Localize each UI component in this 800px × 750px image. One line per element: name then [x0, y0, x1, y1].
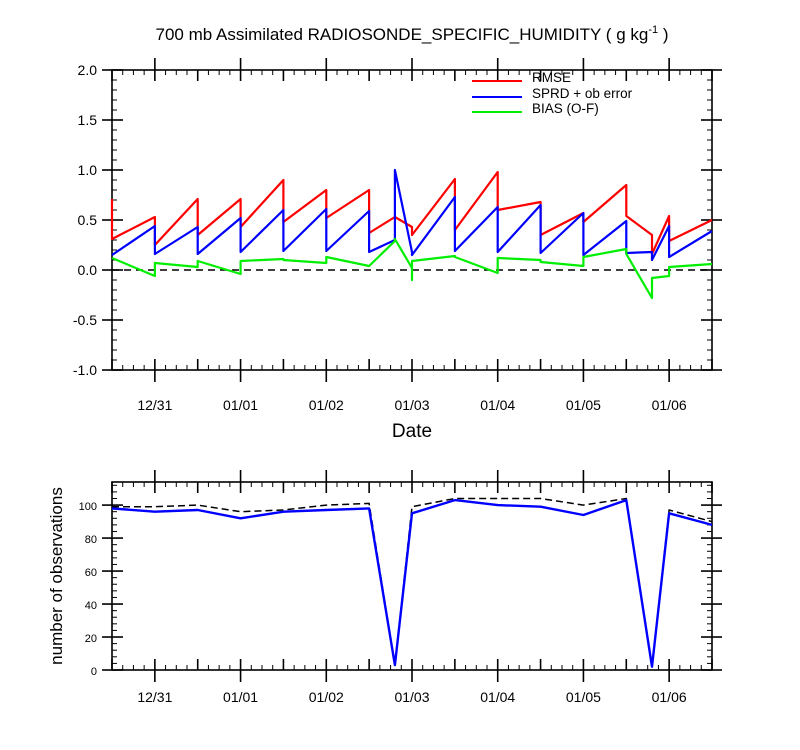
bottom-panel: 0 20 40 60 80 100 12/31 01/01 01/02 01/03 01/04 01/…	[47, 470, 722, 705]
x-tick-label: 01/04	[480, 397, 515, 413]
obs-line-assimilated	[111, 498, 713, 668]
y-tick-label: 60	[85, 567, 97, 579]
series-line-2	[111, 237, 713, 300]
x-tick-label: 01/02	[309, 397, 344, 413]
chart-title-main: 700 mb Assimilated RADIOSONDE_SPECIFIC_H…	[156, 25, 649, 44]
x-tick-label: 01/04	[480, 689, 515, 705]
x-tick-label: 01/03	[394, 397, 429, 413]
y-tick-label: 0.5	[78, 212, 98, 228]
plot-frame	[111, 69, 713, 371]
y-tick-label: 1.0	[78, 162, 98, 178]
y-tick-label: 0.0	[78, 262, 98, 278]
y-tick-label: -0.5	[73, 312, 97, 328]
y-axis-label: number of observations	[47, 487, 66, 665]
y-tick-label: 40	[85, 600, 97, 612]
y-tick-label: 80	[85, 534, 97, 546]
chart-title-end: )	[658, 25, 668, 44]
x-tick-label: 12/31	[137, 397, 172, 413]
series-line-1	[111, 168, 713, 262]
x-tick-label: 12/31	[137, 689, 172, 705]
x-tick-label: 01/01	[223, 397, 258, 413]
x-tick-label: 01/06	[652, 689, 687, 705]
x-tick-label: 01/05	[566, 397, 601, 413]
y-tick-label: 1.5	[78, 112, 98, 128]
y-tick-label: 100	[79, 501, 97, 513]
chart-title: 700 mb Assimilated RADIOSONDE_SPECIFIC_H…	[156, 24, 669, 44]
legend-label: BIAS (O-F)	[532, 101, 599, 116]
x-tick-label: 01/01	[223, 689, 258, 705]
legend-label: SPRD + ob error	[532, 86, 633, 101]
x-axis-label: Date	[392, 421, 432, 442]
y-tick-label: -1.0	[73, 362, 97, 378]
x-tick-label: 01/05	[566, 689, 601, 705]
y-tick-label: 20	[85, 633, 97, 645]
chart-title-superscript: -1	[648, 24, 658, 36]
x-tick-label: 01/02	[309, 689, 344, 705]
top-panel: -1.0 -0.5 0.0 0.5 1.0 1.5 2.0 12/31 01/01 01/02 01…	[73, 24, 722, 442]
y-tick-label: 2.0	[78, 62, 98, 78]
x-tick-label: 01/06	[652, 397, 687, 413]
series-line-0	[110, 170, 713, 256]
legend-label: RMSE	[532, 70, 571, 85]
x-tick-label: 01/03	[394, 689, 429, 705]
y-tick-label: 0	[91, 666, 97, 678]
